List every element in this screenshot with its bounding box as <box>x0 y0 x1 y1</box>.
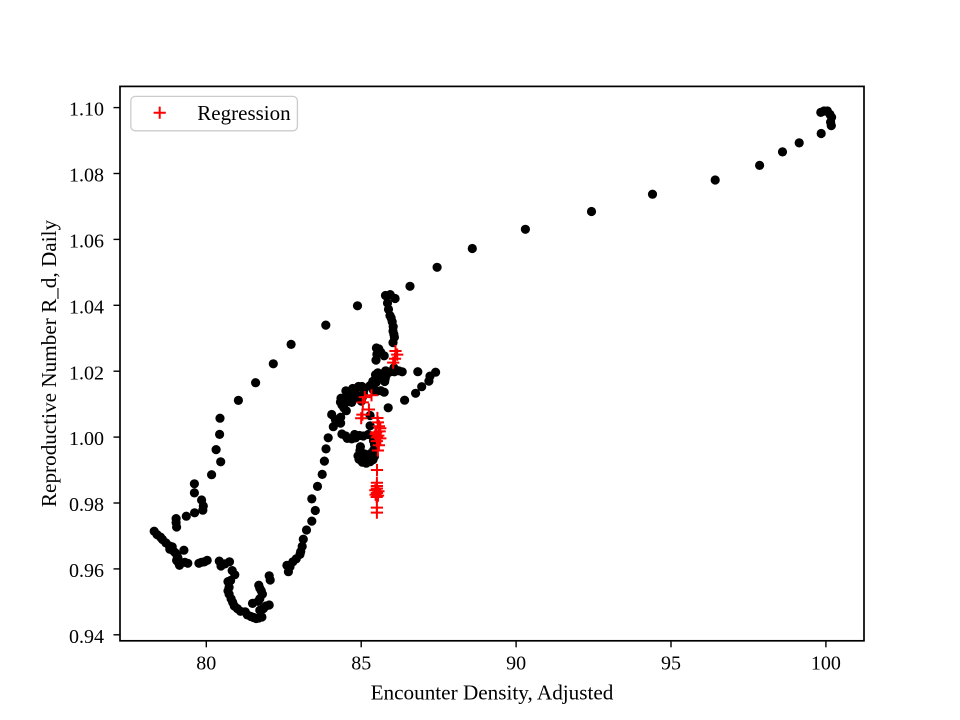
svg-text:1.08: 1.08 <box>69 165 104 187</box>
svg-text:Reproductive Number R_d, Daily: Reproductive Number R_d, Daily <box>37 220 61 508</box>
svg-text:0.94: 0.94 <box>69 626 104 648</box>
svg-text:85: 85 <box>351 653 371 675</box>
svg-text:1.02: 1.02 <box>69 362 104 384</box>
svg-text:Encounter Density, Adjusted: Encounter Density, Adjusted <box>371 681 614 705</box>
svg-text:80: 80 <box>196 653 216 675</box>
svg-text:1.04: 1.04 <box>69 296 104 318</box>
svg-text:1.06: 1.06 <box>69 231 104 253</box>
svg-text:Regression: Regression <box>197 101 291 125</box>
svg-text:95: 95 <box>661 653 681 675</box>
svg-text:0.96: 0.96 <box>69 560 104 582</box>
svg-text:1.10: 1.10 <box>69 99 104 121</box>
svg-text:100: 100 <box>811 653 841 675</box>
svg-text:90: 90 <box>506 653 526 675</box>
svg-text:1.00: 1.00 <box>69 428 104 450</box>
svg-text:0.98: 0.98 <box>69 494 104 516</box>
